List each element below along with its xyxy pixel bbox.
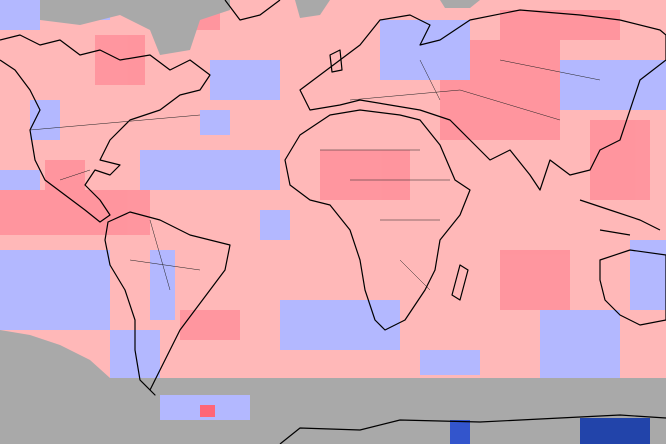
antarctica-coast: [279, 414, 666, 444]
cool-cell: [0, 0, 40, 30]
australia-coast: [599, 249, 666, 326]
cool-cell: [0, 250, 110, 330]
cool-cell: [150, 250, 175, 320]
antarctic-anomaly-cells: [160, 395, 650, 444]
warm-anomaly-cells: [0, 0, 650, 340]
cool-cell: [140, 150, 280, 190]
cool-cell: [210, 60, 280, 100]
cool-cell: [580, 418, 650, 444]
cool-cell: [260, 210, 290, 240]
no-data-area: [40, 0, 230, 55]
warm-cell: [500, 250, 570, 310]
cool-cell: [420, 350, 480, 375]
eurasia-coast: [299, 9, 666, 191]
border-lines: [29, 59, 601, 291]
madagascar-coast: [451, 264, 469, 301]
warm-cell: [320, 150, 410, 200]
cool-cell: [0, 170, 40, 190]
no-data-area: [295, 0, 330, 18]
cool-cell: [200, 110, 230, 135]
no-data-area: [440, 0, 480, 8]
no-data-area: [0, 378, 666, 444]
country-borders: [29, 59, 601, 291]
greenland-coast: [224, 0, 281, 21]
south-america-coast: [104, 211, 231, 396]
warm-cell: [180, 310, 240, 340]
warm-cell: [500, 10, 620, 40]
cool-cell: [280, 300, 400, 350]
warm-cell: [590, 120, 650, 200]
cool-cell: [540, 310, 620, 380]
africa-coast: [284, 109, 471, 331]
warm-cell: [200, 405, 215, 417]
indonesia-coast: [579, 199, 661, 236]
cool-cell: [630, 240, 666, 310]
north-america-coast: [0, 34, 211, 223]
britain-coast: [329, 49, 343, 73]
cool-cell: [560, 60, 666, 110]
cool-cell: [450, 420, 470, 444]
